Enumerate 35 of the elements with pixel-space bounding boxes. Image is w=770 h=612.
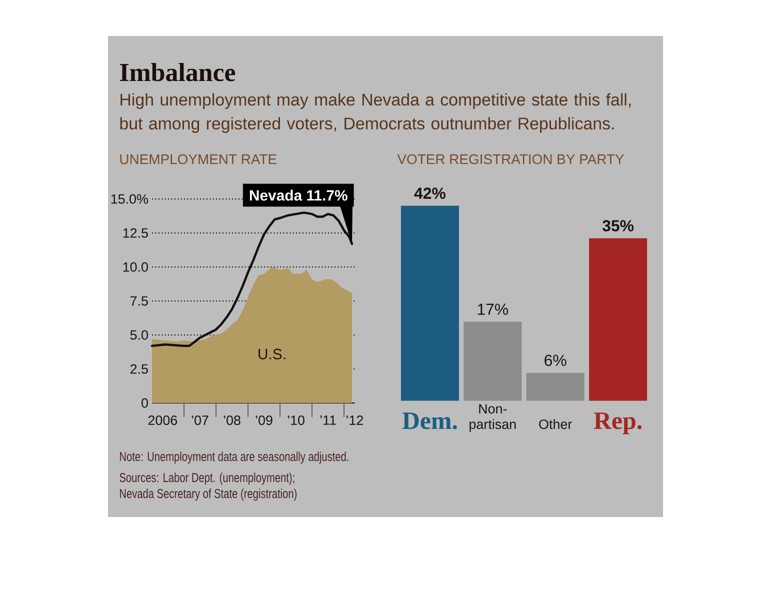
x-tick-label: ’11 <box>320 416 336 425</box>
data-label: 17% <box>478 304 508 315</box>
data-label: 6% <box>544 354 566 366</box>
x-tick-label: ’10 <box>288 416 304 426</box>
y-tick-label: 15.0% <box>111 194 148 204</box>
annotation: Nevada 11.7% <box>250 190 348 201</box>
bar <box>526 372 584 401</box>
y-tick-label: 7.5 <box>130 296 148 306</box>
text: Note: Unemployment data are seasonally adjusted. <box>120 452 348 464</box>
x-tick-label: ’12 <box>346 416 363 425</box>
x-tick-label: Dem. <box>402 412 457 430</box>
chart-title: VOTER REGISTRATION BY PARTY <box>397 154 624 164</box>
series-label: U.S. <box>258 348 286 360</box>
text: Nevada Secretary of State (registration) <box>120 488 297 501</box>
y-tick-label: 0 <box>142 398 148 408</box>
bar <box>464 322 522 401</box>
y-tick-label: 2.5 <box>130 364 148 374</box>
data-label: 42% <box>414 188 446 199</box>
text: High unemployment may make Nevada a competitive state this fall, but among registered voters, Democrats outnumber Republicans. <box>120 93 631 133</box>
x-tick-label: Other <box>539 419 572 430</box>
x-tick-label: 2006 <box>148 416 178 426</box>
x-tick-label: ’09 <box>256 416 272 426</box>
source-note: Sources: Labor Dept. (unemployment); <box>120 472 294 485</box>
chart-title: UNEMPLOYMENT RATE <box>120 154 276 164</box>
x-tick-label: Non-partisan <box>470 404 516 432</box>
y-tick-label: 12.5 <box>123 228 148 238</box>
x-tick-label: ’08 <box>224 416 240 426</box>
y-tick-label: 5.0 <box>130 330 148 340</box>
bar <box>589 238 648 401</box>
data-label: 35% <box>602 220 634 232</box>
bar <box>400 206 459 401</box>
x-tick-label: ’07 <box>192 416 208 426</box>
text: Imbalance <box>120 63 236 82</box>
x-tick-label: Rep. <box>594 412 642 434</box>
y-tick-label: 10.0 <box>123 262 148 272</box>
